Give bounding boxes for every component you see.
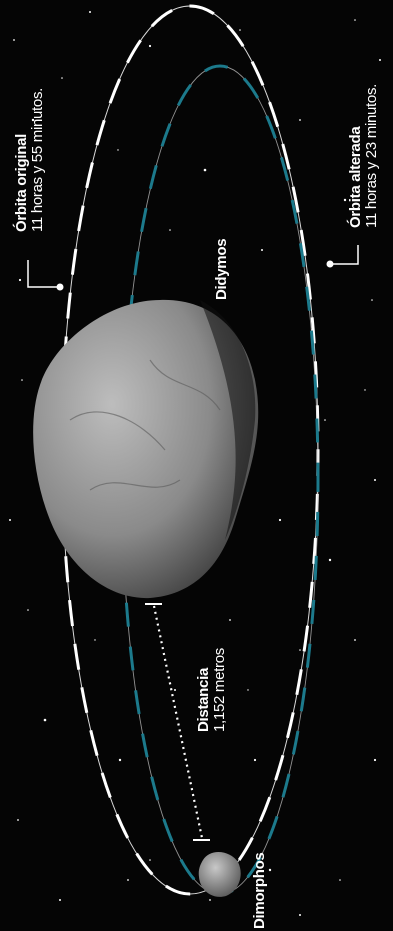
distance-title: Distancia <box>195 668 212 732</box>
dimorphos-moonlet <box>198 851 241 897</box>
dimorphos-name: Dimorphos <box>251 852 268 929</box>
distance-label: Distancia 1,152 metros <box>195 648 228 732</box>
original-orbit-period: 11 horas y 55 minutos. <box>28 87 46 232</box>
altered-orbit-period: 11 horas y 23 minutos. <box>362 83 380 228</box>
altered-orbit-leader <box>326 245 359 268</box>
didymos-asteroid <box>33 299 259 599</box>
didymos-label: Didymos <box>213 238 230 300</box>
original-orbit-label: Órbita original 11 horas y 55 minutos. <box>13 87 46 232</box>
distance-line <box>145 603 210 841</box>
altered-orbit-label: Órbita alterada 11 horas y 23 minutos. <box>347 83 380 228</box>
didymos-name: Didymos <box>213 238 230 300</box>
altered-orbit-title: Órbita alterada <box>347 126 364 228</box>
dimorphos-label: Dimorphos <box>251 852 268 929</box>
original-orbit-title: Órbita original <box>13 133 30 232</box>
original-orbit-leader <box>27 260 64 291</box>
distance-value: 1,152 metros <box>210 648 228 732</box>
